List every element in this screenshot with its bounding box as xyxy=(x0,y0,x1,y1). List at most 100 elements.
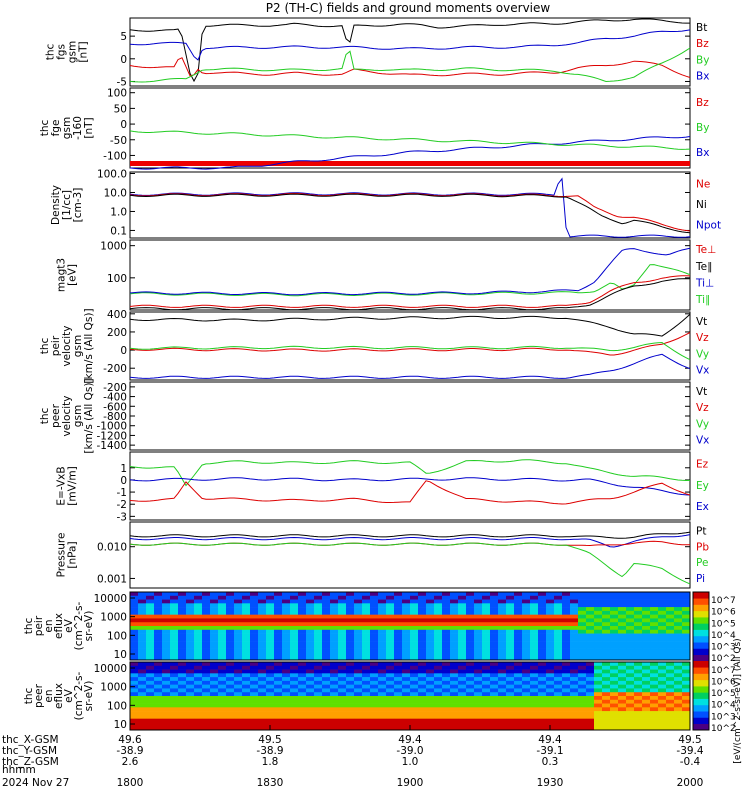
spectrogram-cell xyxy=(498,614,507,619)
spectrogram-cell xyxy=(642,633,651,638)
spectrogram-cell xyxy=(410,726,419,731)
spectrogram-cell xyxy=(338,669,347,674)
spectrogram-cell xyxy=(514,684,523,689)
spectrogram-cell xyxy=(506,629,515,634)
spectrogram-cell xyxy=(354,614,363,619)
spectrogram-cell xyxy=(594,707,603,712)
ephemeris-value: 1.0 xyxy=(402,756,419,768)
spectrogram-cell xyxy=(578,696,587,701)
spectrogram-cell xyxy=(554,688,563,693)
spectrogram-cell xyxy=(626,607,635,612)
spectrogram-cell xyxy=(482,641,491,646)
spectrogram-cell xyxy=(130,592,139,597)
ytick-label: 0 xyxy=(120,54,127,66)
spectrogram-cell xyxy=(210,618,219,623)
spectrogram-cell xyxy=(354,629,363,634)
spectrogram-cell xyxy=(490,688,499,693)
spectrogram-cell xyxy=(266,696,275,701)
spectrogram-cell xyxy=(578,641,587,646)
spectrogram-cell xyxy=(450,648,459,653)
spectrogram-cell xyxy=(674,626,683,631)
spectrogram-cell xyxy=(362,622,371,627)
spectrogram-cell xyxy=(426,652,435,657)
spectrogram-cell xyxy=(258,622,267,627)
spectrogram-cell xyxy=(338,652,347,657)
spectrogram-cell xyxy=(546,677,555,682)
spectrogram-cell xyxy=(498,673,507,678)
legend-entry: Npot xyxy=(696,220,721,232)
spectrogram-cell xyxy=(202,599,211,604)
spectrogram-cell xyxy=(610,707,619,712)
spectrogram-cell xyxy=(250,595,259,600)
spectrogram-cell xyxy=(210,669,219,674)
spectrogram-cell xyxy=(154,644,163,649)
spectrogram-cell xyxy=(322,633,331,638)
spectrogram-cell xyxy=(378,707,387,712)
spectrogram-cell xyxy=(242,696,251,701)
spectrogram-cell xyxy=(506,622,515,627)
spectrogram-cell xyxy=(626,696,635,701)
spectrogram-cell xyxy=(258,629,267,634)
spectrogram-cell xyxy=(154,610,163,615)
spectrogram-cell xyxy=(362,614,371,619)
spectrogram-cell xyxy=(170,595,179,600)
spectrogram-cell xyxy=(450,684,459,689)
spectrogram-cell xyxy=(234,673,243,678)
spectrogram-cell xyxy=(242,680,251,685)
spectrogram-cell xyxy=(386,656,395,661)
spectrogram-cell xyxy=(362,644,371,649)
spectrogram-cell xyxy=(202,726,211,731)
spectrogram-cell xyxy=(562,603,571,608)
colorbar-swatch xyxy=(693,686,709,693)
series-line-Bz xyxy=(129,57,691,78)
spectrogram-cell xyxy=(402,680,411,685)
spectrogram-cell xyxy=(506,726,515,731)
spectrogram-cell xyxy=(210,722,219,727)
spectrogram-cell xyxy=(394,684,403,689)
spectrogram-cell xyxy=(426,592,435,597)
spectrogram-cell xyxy=(666,665,675,670)
spectrogram-cell xyxy=(130,669,139,674)
spectrogram-cell xyxy=(610,662,619,667)
spectrogram-cell xyxy=(578,633,587,638)
colorbar-swatch xyxy=(693,610,709,618)
spectrogram-cell xyxy=(130,688,139,693)
spectrogram-cell xyxy=(290,595,299,600)
spectrogram-cell xyxy=(458,669,467,674)
spectrogram-cell xyxy=(298,656,307,661)
legend-entry: Pe xyxy=(696,557,708,569)
spectrogram-cell xyxy=(242,711,251,716)
spectrogram-cell xyxy=(210,662,219,667)
spectrogram-cell xyxy=(354,703,363,708)
spectrogram-cell xyxy=(138,684,147,689)
spectrogram-cell xyxy=(554,662,563,667)
spectrogram-cell xyxy=(266,677,275,682)
spectrogram-cell xyxy=(650,714,659,719)
spectrogram-cell xyxy=(218,722,227,727)
spectrogram-cell xyxy=(626,665,635,670)
spectrogram-cell xyxy=(490,677,499,682)
spectrogram-cell xyxy=(642,599,651,604)
spectrogram-cell xyxy=(410,669,419,674)
spectrogram-cell xyxy=(314,592,323,597)
spectrogram-cell xyxy=(290,722,299,727)
spectrogram-cell xyxy=(674,622,683,627)
spectrogram-cell xyxy=(322,656,331,661)
spectrogram-cell xyxy=(194,641,203,646)
spectrogram-cell xyxy=(466,641,475,646)
spectrogram-cell xyxy=(314,652,323,657)
spectrogram-cell xyxy=(650,692,659,697)
spectrogram-cell xyxy=(210,599,219,604)
spectrogram-cell xyxy=(266,718,275,723)
spectrogram-cell xyxy=(314,711,323,716)
spectrogram-cell xyxy=(466,699,475,704)
spectrogram-cell xyxy=(362,707,371,712)
spectrogram-cell xyxy=(562,673,571,678)
spectrogram-cell xyxy=(650,703,659,708)
spectrogram-cell xyxy=(322,684,331,689)
spectrogram-cell xyxy=(370,629,379,634)
spectrogram-cell xyxy=(210,673,219,678)
spectrogram-cell xyxy=(522,629,531,634)
spectrogram-cell xyxy=(530,618,539,623)
spectrogram-cell xyxy=(554,711,563,716)
